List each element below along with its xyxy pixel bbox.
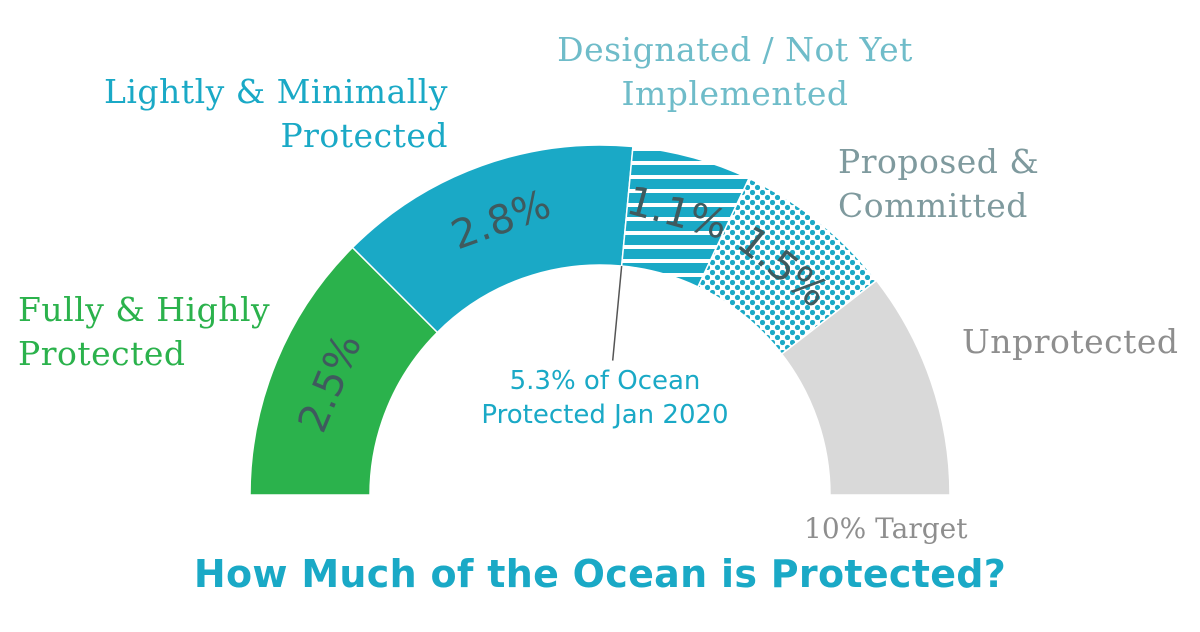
protected-total-marker [611,265,623,361]
center-note-line: 5.3% of Ocean [509,366,701,396]
chart-title: How Much of the Ocean is Protected? [193,552,1007,596]
center-note-line: Protected Jan 2020 [481,400,729,430]
label-proposed-committed: Proposed & Committed [838,140,1039,228]
label-line: Implemented [621,74,849,113]
label-line: Protected [280,116,448,155]
target-label: 10% Target [804,512,968,545]
label-line: Committed [838,186,1028,225]
gauge-segment-4 [780,279,951,496]
label-fully-highly-protected: Fully & Highly Protected [18,288,270,376]
label-line: Protected [18,334,186,373]
label-line: Unprotected [962,322,1179,361]
label-line: Lightly & Minimally [103,72,448,111]
label-line: Proposed & [838,142,1040,181]
label-designated-not-yet-implemented: Designated / Not Yet Implemented [520,28,950,116]
center-note: 5.3% of Ocean Protected Jan 2020 [430,364,780,432]
label-unprotected: Unprotected [962,320,1179,364]
label-line: Designated / Not Yet [557,30,913,69]
label-line: Fully & Highly [18,290,271,329]
label-lightly-minimally-protected: Lightly & Minimally Protected [70,70,448,158]
